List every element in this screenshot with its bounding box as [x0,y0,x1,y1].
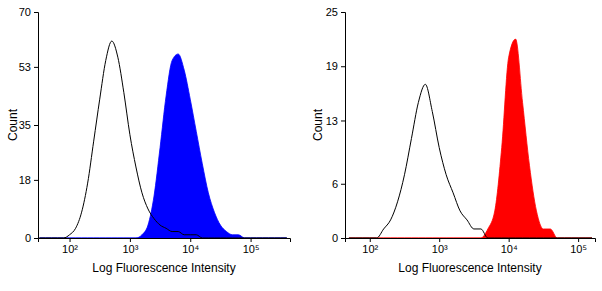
x-tick-mark [190,238,191,242]
plot-area [39,41,286,238]
histogram-area [349,39,592,238]
y-tick-mark [341,120,345,121]
panel: 10² 10³ 10⁴ 10⁵ 0 18 35 53 70 Log Fluorescence In… [6,6,290,275]
x-axis-line [346,239,596,243]
plot-area [349,39,592,238]
x-tick-label: 10² [362,243,378,255]
y-tick-mark [34,12,38,13]
x-tick: 10³ [122,238,138,255]
y-tick-label: 25 [326,6,338,18]
y-tick-label: 13 [326,115,338,127]
histogram-line [349,84,592,238]
y-tick: 18 [19,174,38,186]
x-tick: 10⁵ [243,238,260,255]
y-tick-label: 70 [19,6,31,18]
y-tick-label: 19 [326,60,338,72]
x-tick-mark [130,238,131,242]
figure: 10² 10³ 10⁴ 10⁵ 0 18 35 53 70 Log Fluorescence In… [0,0,602,291]
y-tick: 53 [19,61,38,73]
x-tick-label: 10⁵ [570,243,587,255]
y-tick-mark [341,12,345,13]
y-tick-mark [34,125,38,126]
y-tick: 0 [25,232,38,244]
x-tick-mark [509,238,510,242]
x-axis-title: Log Fluorescence Intensity [398,261,541,275]
x-tick: 10⁴ [182,238,199,255]
y-axis-line [341,13,346,239]
y-tick: 6 [332,178,345,190]
x-tick-mark [439,238,440,242]
y-axis-title: Count [6,108,20,141]
x-tick: 10² [362,238,378,255]
y-tick: 19 [326,60,345,72]
x-tick: 10³ [432,238,448,255]
y-axis-title: Count [311,108,325,141]
x-tick-mark [251,238,252,242]
x-tick-label: 10³ [122,243,138,255]
y-tick-mark [34,67,38,68]
x-tick-mark [578,238,579,242]
y-tick-label: 53 [19,61,31,73]
y-axis: 0 18 35 53 70 [19,6,39,244]
y-tick-label: 35 [19,119,31,131]
panel: 10² 10³ 10⁴ 10⁵ 0 6 13 19 25 Log Fluorescence Int… [311,6,595,275]
y-tick: 0 [332,232,345,244]
y-tick-label: 0 [332,232,338,244]
x-tick-label: 10³ [432,243,448,255]
y-tick: 25 [326,6,345,18]
x-tick-mark [370,238,371,242]
y-tick-mark [34,238,38,239]
x-axis-line [39,239,291,243]
x-tick-label: 10⁵ [243,243,260,255]
y-tick-mark [34,180,38,181]
x-tick-label: 10⁴ [501,243,518,255]
x-tick-label: 10⁴ [182,243,199,255]
y-tick-mark [341,184,345,185]
x-tick: 10⁴ [501,238,518,255]
y-tick-label: 6 [332,178,338,190]
histogram-line [39,41,286,238]
x-axis: 10² 10³ 10⁴ 10⁵ [346,238,596,255]
y-tick-label: 18 [19,174,31,186]
y-axis: 0 6 13 19 25 [326,6,346,244]
y-axis-line [34,13,39,239]
y-tick: 13 [326,115,345,127]
x-axis: 10² 10³ 10⁴ 10⁵ [39,238,291,255]
x-tick-label: 10² [62,243,78,255]
y-tick: 70 [19,6,38,18]
y-tick: 35 [19,119,38,131]
histogram-area [39,54,286,238]
x-tick: 10² [62,238,78,255]
x-tick-mark [70,238,71,242]
y-tick-label: 0 [25,232,31,244]
y-tick-mark [341,238,345,239]
x-tick: 10⁵ [570,238,587,255]
x-axis-title: Log Fluorescence Intensity [92,261,235,275]
y-tick-mark [341,66,345,67]
